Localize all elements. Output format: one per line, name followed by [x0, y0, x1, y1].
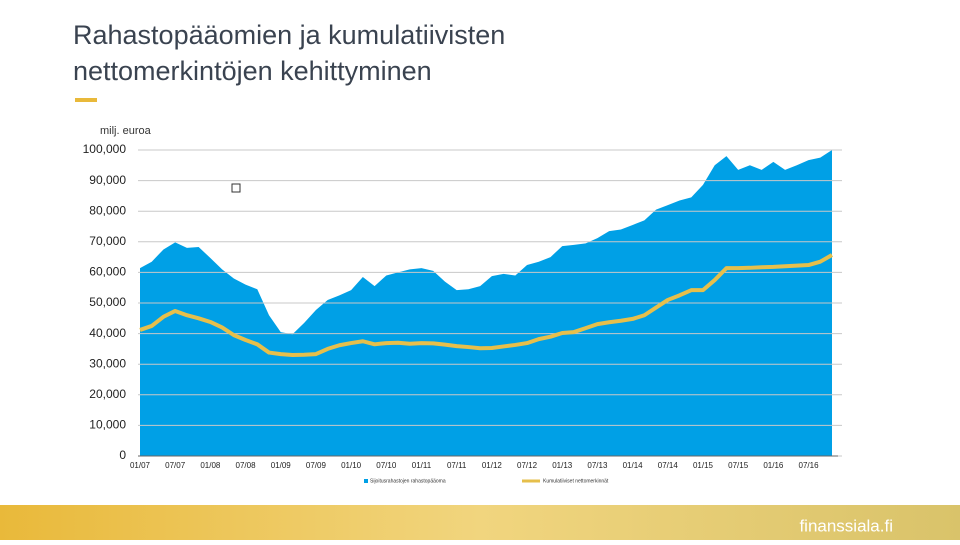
legend-swatch — [364, 479, 368, 483]
title-accent — [75, 98, 97, 102]
y-tick-label: 20,000 — [89, 387, 126, 401]
slide-title: Rahastopääomien ja kumulatiivisten nettom… — [73, 20, 505, 86]
title-line: nettomerkintöjen kehittyminen — [73, 56, 432, 86]
x-tick-label: 01/14 — [623, 461, 644, 470]
y-tick-label: 0 — [119, 448, 126, 462]
x-tick-label: 01/11 — [412, 461, 432, 470]
x-tick-label: 01/10 — [341, 461, 362, 470]
x-tick-label: 07/07 — [165, 461, 186, 470]
y-tick-label: 60,000 — [89, 265, 126, 279]
y-axis-label: milj. euroa — [100, 125, 152, 137]
x-tick-label: 07/15 — [728, 461, 749, 470]
marker-box — [231, 183, 241, 193]
y-tick-label: 100,000 — [83, 142, 127, 156]
x-tick-label: 01/13 — [552, 461, 573, 470]
line — [139, 253, 833, 358]
x-tick-label: 07/14 — [658, 461, 679, 470]
x-tick-label: 07/13 — [587, 461, 608, 470]
y-tick-label: 80,000 — [89, 203, 126, 217]
x-tick-label: 01/15 — [693, 461, 714, 470]
x-tick-label: 01/12 — [482, 461, 503, 470]
legend-label: Kumulatiiviset nettomerkinnät — [543, 478, 609, 484]
title-line: Rahastopääomien ja kumulatiivisten — [73, 20, 505, 50]
footer-band — [0, 505, 960, 540]
y-tick-label: 90,000 — [89, 173, 126, 187]
x-tick-label: 07/10 — [376, 461, 397, 470]
y-tick-label: 40,000 — [89, 326, 126, 340]
y-tick-label: 70,000 — [89, 234, 126, 248]
x-tick-label: 07/11 — [447, 461, 467, 470]
x-tick-label: 07/16 — [799, 461, 820, 470]
legend-label: Sijoitusrahastojen rahastopääoma — [370, 478, 446, 484]
y-tick-label: 10,000 — [89, 418, 126, 432]
y-tick-label: 30,000 — [89, 356, 126, 370]
x-tick-label: 07/08 — [236, 461, 257, 470]
footer-text: finanssiala.fi — [799, 516, 893, 535]
x-tick-label: 01/16 — [763, 461, 784, 470]
y-tick-label: 50,000 — [89, 295, 126, 309]
x-tick-label: 01/09 — [271, 461, 292, 470]
x-tick-label: 01/07 — [130, 461, 151, 470]
x-tick-label: 01/08 — [200, 461, 221, 470]
x-tick-label: 07/09 — [306, 461, 327, 470]
x-tick-label: 07/12 — [517, 461, 538, 470]
